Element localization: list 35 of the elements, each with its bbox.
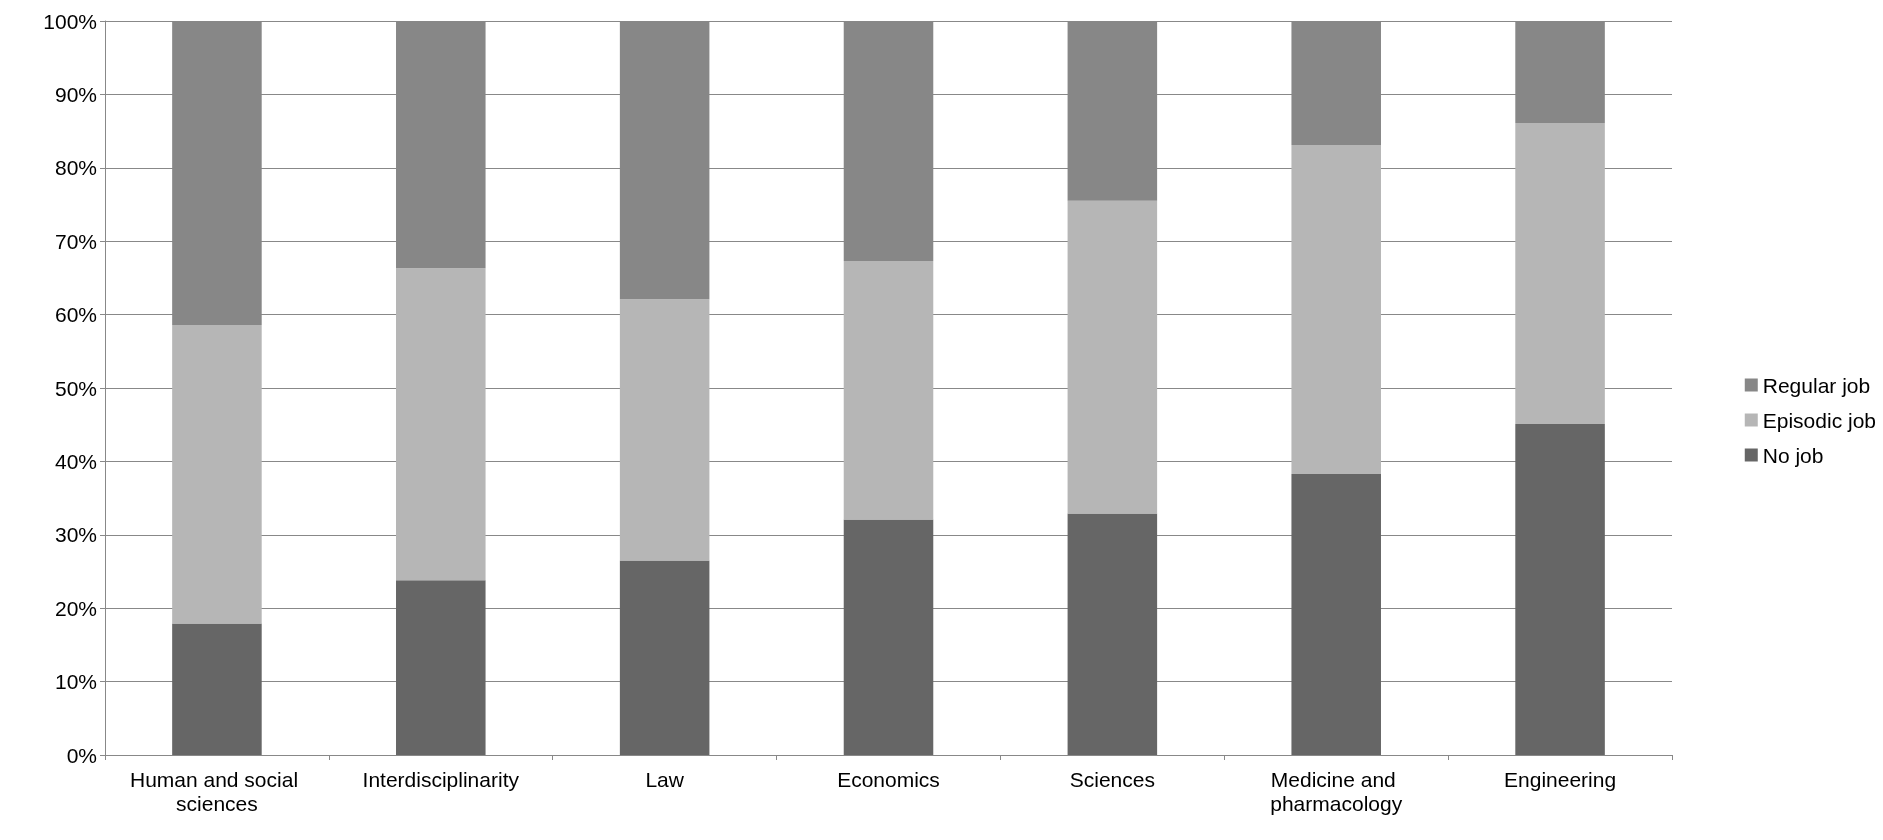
- bar: [619, 560, 710, 755]
- bar: [619, 299, 710, 561]
- bar: [172, 623, 262, 755]
- bar: [1515, 423, 1605, 755]
- x-tick-label: Engineering: [1504, 767, 1617, 791]
- y-tick-label: 10%: [54, 670, 97, 694]
- y-tick-label: 20%: [54, 596, 97, 620]
- y-tick-label: 50%: [54, 376, 97, 400]
- x-tick-label: Economics: [837, 767, 940, 791]
- bar: [843, 261, 934, 520]
- bar: [1067, 200, 1158, 514]
- y-tick-label: 30%: [54, 523, 97, 547]
- x-tick-label: Sciences: [1069, 767, 1155, 791]
- bar: [843, 519, 934, 755]
- y-tick-label: 0%: [66, 743, 97, 767]
- legend-label: No job: [1762, 443, 1824, 467]
- x-tick-label: Interdisciplinarity: [362, 767, 520, 791]
- y-tick-label: 90%: [54, 82, 97, 106]
- bar: [396, 580, 486, 755]
- bar: [1291, 145, 1381, 474]
- y-tick-label: 80%: [54, 156, 97, 180]
- legend-label: Episodic job: [1762, 408, 1876, 432]
- bar: [172, 324, 262, 624]
- legend-label: Regular job: [1762, 373, 1871, 397]
- x-tick-label: Human and social sciences: [129, 767, 304, 815]
- y-tick-label: 60%: [54, 303, 97, 327]
- y-tick-label: 100%: [43, 9, 97, 33]
- x-tick-label: Medicine and pharmacology: [1270, 767, 1403, 815]
- y-tick-label: 70%: [54, 229, 97, 253]
- y-tick-label: 40%: [54, 449, 97, 473]
- bar: [1291, 473, 1381, 755]
- bar: [396, 268, 486, 581]
- bar: [1515, 123, 1605, 424]
- x-tick-label: Law: [645, 767, 685, 791]
- bar: [1067, 513, 1158, 755]
